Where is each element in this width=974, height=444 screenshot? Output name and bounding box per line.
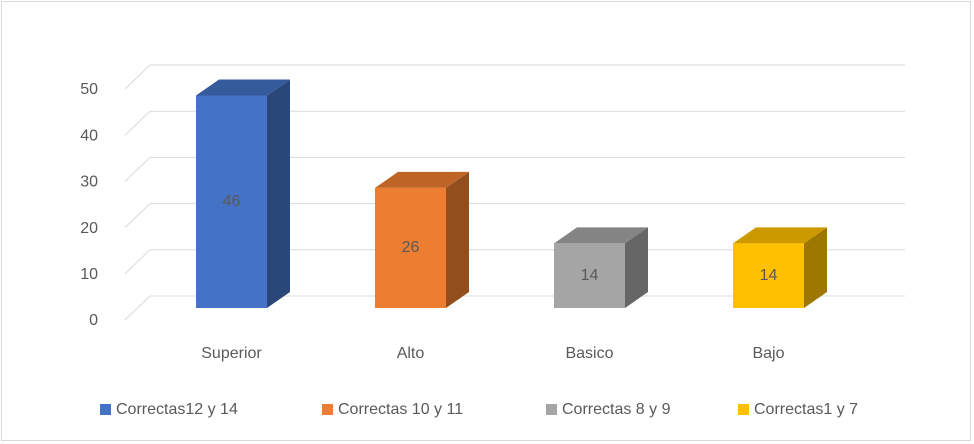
side-grid-line [124, 110, 151, 136]
bar-side [446, 171, 469, 308]
legend-label: Correctas12 y 14 [116, 401, 238, 418]
bar-side [625, 227, 648, 308]
side-grid-line [124, 64, 151, 90]
bar [196, 95, 267, 308]
x-tick-label: Alto [397, 345, 425, 362]
x-tick-label: Superior [201, 345, 262, 362]
legend-swatch [100, 404, 111, 415]
bar [375, 187, 446, 308]
y-tick-label: 10 [80, 266, 98, 283]
bar-top [196, 79, 290, 96]
data-label: 46 [223, 193, 241, 210]
y-tick-label: 0 [89, 312, 98, 329]
legend-label: Correctas1 y 7 [754, 401, 858, 418]
bar [733, 243, 804, 308]
bar-top [733, 227, 827, 244]
bar-top [554, 227, 648, 244]
legend-swatch [322, 404, 333, 415]
y-tick-label: 30 [80, 174, 98, 191]
bar-top [375, 171, 469, 188]
side-grid-line [124, 203, 151, 228]
bar-side [804, 227, 827, 308]
legend-swatch [738, 404, 749, 415]
legend-label: Correctas 8 y 9 [562, 401, 671, 418]
legend-label: Correctas 10 y 11 [338, 401, 463, 418]
side-grid-line [124, 249, 151, 275]
x-tick-label: Bajo [752, 345, 784, 362]
data-label: 26 [402, 239, 420, 256]
legend-swatch [546, 404, 557, 415]
side-grid-line [124, 295, 151, 321]
data-label: 14 [760, 267, 778, 284]
side-grid-line [124, 157, 151, 182]
data-label: 14 [581, 267, 599, 284]
bar-side [267, 79, 290, 308]
y-tick-label: 50 [80, 81, 98, 98]
bar [554, 243, 625, 308]
x-tick-label: Basico [565, 345, 613, 362]
y-tick-label: 20 [80, 220, 98, 237]
y-tick-label: 40 [80, 127, 98, 144]
